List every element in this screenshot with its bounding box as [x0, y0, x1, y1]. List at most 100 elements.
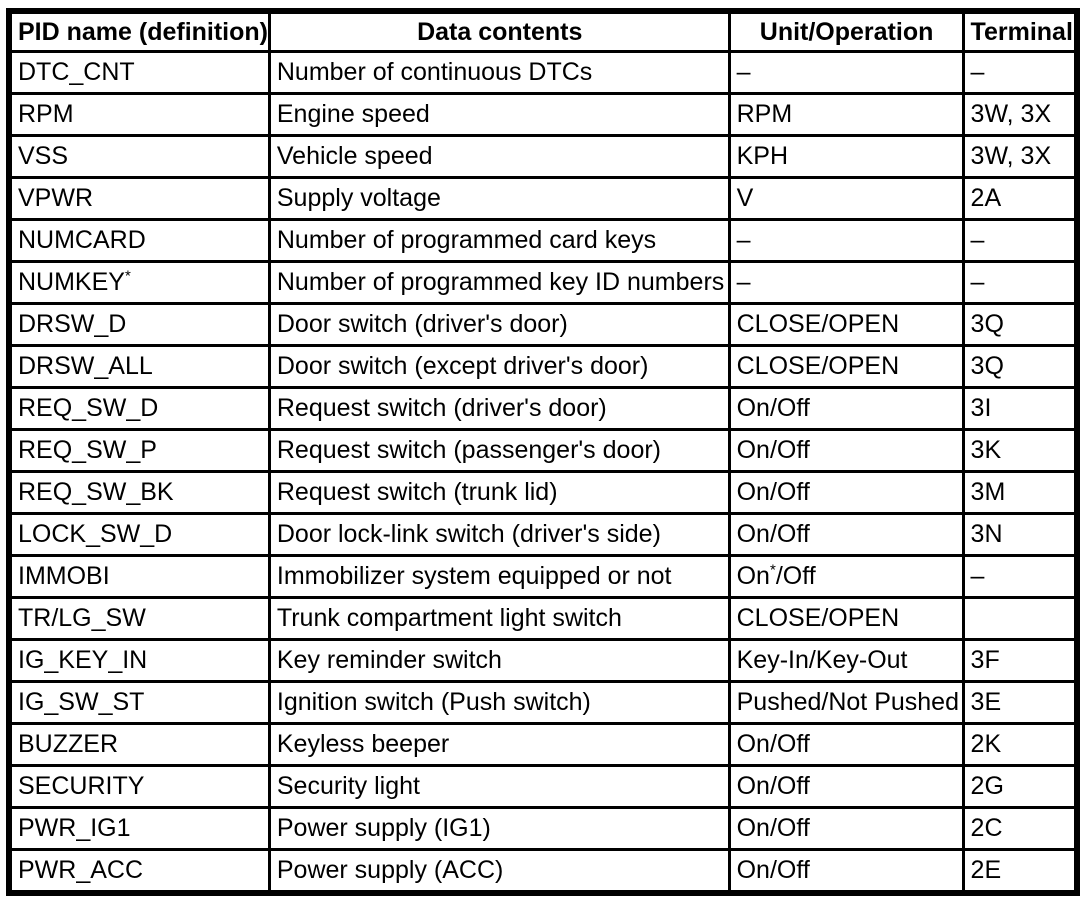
unit-footnote-asterisk: *	[769, 561, 776, 579]
terminal-cell: –	[961, 218, 1079, 263]
data-contents-cell: Key reminder switch	[267, 638, 731, 683]
terminal-cell: –	[961, 554, 1079, 599]
unit-value: CLOSE/OPEN	[736, 604, 900, 632]
data-contents-cell: Power supply (ACC)	[267, 848, 731, 895]
unit-operation-cell: On/Off	[727, 512, 965, 557]
data-contents-cell: Power supply (IG1)	[267, 806, 731, 851]
pid-name: PWR_IG1	[18, 814, 131, 842]
pid-name: TR/LG_SW	[18, 604, 146, 632]
pid-name-cell: VSS	[7, 134, 271, 179]
unit-value: On/Off	[736, 520, 810, 548]
pid-name: PWR_ACC	[18, 856, 144, 884]
header-unit-operation: Unit/Operation	[727, 9, 965, 53]
unit-value: V	[736, 184, 754, 212]
terminal-cell: 2G	[961, 764, 1079, 809]
pid-name-cell: IG_KEY_IN	[7, 638, 271, 683]
unit-value: On	[736, 562, 770, 590]
pid-name-cell: BUZZER	[7, 722, 271, 767]
pid-name: IG_KEY_IN	[18, 646, 148, 674]
table-row: DRSW_D Door switch (driver's door) CLOSE…	[7, 302, 1079, 347]
header-row: PID name (definition) Data contents Unit…	[7, 9, 1079, 53]
terminal-cell: 3M	[961, 470, 1079, 515]
pid-name-cell: DRSW_ALL	[7, 344, 271, 389]
unit-value: On/Off	[736, 730, 810, 758]
pid-name: IG_SW_ST	[18, 688, 145, 716]
table-row: VSS Vehicle speed KPH 3W, 3X	[7, 134, 1079, 179]
terminal-cell: 3E	[961, 680, 1079, 725]
data-contents-cell: Immobilizer system equipped or not	[267, 554, 731, 599]
data-contents-cell: Request switch (trunk lid)	[267, 470, 731, 515]
unit-operation-cell: CLOSE/OPEN	[727, 596, 965, 641]
pid-name: BUZZER	[18, 730, 118, 758]
unit-value: On/Off	[736, 772, 810, 800]
pid-name-cell: PWR_ACC	[7, 848, 271, 895]
header-pid-name: PID name (definition)	[7, 9, 271, 53]
pid-name-cell: SECURITY	[7, 764, 271, 809]
pid-footnote-asterisk: *	[124, 267, 131, 285]
data-contents-cell: Security light	[267, 764, 731, 809]
terminal-cell: 2E	[961, 848, 1079, 895]
unit-value: CLOSE/OPEN	[736, 310, 900, 338]
data-contents-cell: Request switch (driver's door)	[267, 386, 731, 431]
pid-name-cell: IG_SW_ST	[7, 680, 271, 725]
pid-name: REQ_SW_P	[18, 436, 157, 464]
unit-value: –	[736, 226, 751, 254]
terminal-cell: –	[961, 50, 1079, 95]
pid-name: NUMKEY	[18, 268, 125, 296]
unit-value: Pushed/Not Pushed	[736, 688, 959, 716]
table-row: VPWR Supply voltage V 2A	[7, 176, 1079, 221]
pid-name: REQ_SW_D	[18, 394, 159, 422]
pid-name-cell: DTC_CNT	[7, 50, 271, 95]
unit-operation-cell: CLOSE/OPEN	[727, 302, 965, 347]
table-row: PWR_IG1 Power supply (IG1) On/Off 2C	[7, 806, 1079, 851]
unit-value: On/Off	[736, 478, 810, 506]
terminal-cell: 3F	[961, 638, 1079, 683]
unit-value-suffix: /Off	[775, 562, 816, 590]
unit-value: –	[736, 268, 751, 296]
pid-name: DRSW_ALL	[18, 352, 153, 380]
unit-operation-cell: KPH	[727, 134, 965, 179]
data-contents-cell: Engine speed	[267, 92, 731, 137]
unit-value: On/Off	[736, 814, 810, 842]
unit-value: Key-In/Key-Out	[736, 646, 908, 674]
pid-name: DRSW_D	[18, 310, 127, 338]
terminal-cell: 3Q	[961, 302, 1079, 347]
unit-operation-cell: –	[727, 218, 965, 263]
unit-value: CLOSE/OPEN	[736, 352, 900, 380]
pid-name-cell: RPM	[7, 92, 271, 137]
table-row: REQ_SW_D Request switch (driver's door) …	[7, 386, 1079, 431]
pid-name-cell: VPWR	[7, 176, 271, 221]
data-contents-cell: Vehicle speed	[267, 134, 731, 179]
unit-operation-cell: On/Off	[727, 428, 965, 473]
pid-name-cell: TR/LG_SW	[7, 596, 271, 641]
terminal-cell: 3K	[961, 428, 1079, 473]
unit-value: On/Off	[736, 436, 810, 464]
unit-operation-cell: Pushed/Not Pushed	[727, 680, 965, 725]
table-row: SECURITY Security light On/Off 2G	[7, 764, 1079, 809]
pid-name-cell: DRSW_D	[7, 302, 271, 347]
data-contents-cell: Door lock-link switch (driver's side)	[267, 512, 731, 557]
header-terminal: Terminal	[961, 9, 1079, 53]
table-row: DTC_CNT Number of continuous DTCs – –	[7, 50, 1079, 95]
data-contents-cell: Keyless beeper	[267, 722, 731, 767]
pid-name: LOCK_SW_D	[18, 520, 173, 548]
data-contents-cell: Ignition switch (Push switch)	[267, 680, 731, 725]
data-contents-cell: Door switch (except driver's door)	[267, 344, 731, 389]
pid-name-cell: IMMOBI	[7, 554, 271, 599]
pid-name: RPM	[18, 100, 74, 128]
unit-operation-cell: On/Off	[727, 806, 965, 851]
terminal-cell: 2A	[961, 176, 1079, 221]
data-contents-cell: Number of continuous DTCs	[267, 50, 731, 95]
unit-value: KPH	[736, 142, 789, 170]
unit-value: RPM	[736, 100, 793, 128]
pid-name: VSS	[18, 142, 69, 170]
pid-name-cell: LOCK_SW_D	[7, 512, 271, 557]
unit-operation-cell: V	[727, 176, 965, 221]
table-row: NUMCARD Number of programmed card keys –…	[7, 218, 1079, 263]
table-row: TR/LG_SW Trunk compartment light switch …	[7, 596, 1079, 641]
terminal-cell: 2C	[961, 806, 1079, 851]
pid-name-cell: NUMKEY*	[7, 260, 271, 305]
data-contents-cell: Door switch (driver's door)	[267, 302, 731, 347]
pid-name: REQ_SW_BK	[18, 478, 174, 506]
table-row: BUZZER Keyless beeper On/Off 2K	[7, 722, 1079, 767]
